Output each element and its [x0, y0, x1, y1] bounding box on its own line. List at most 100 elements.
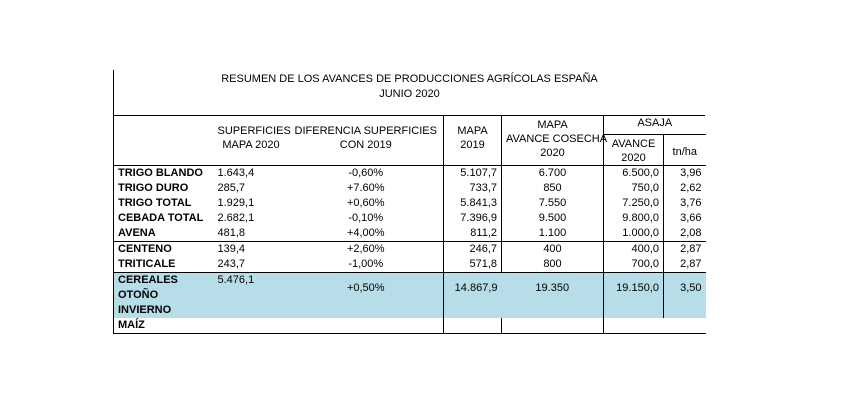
summary-sheet: RESUMEN DE LOS AVANCES DE PRODUCCIONES A…	[113, 70, 706, 334]
empty-cell	[664, 318, 706, 334]
empty-cell	[214, 288, 289, 303]
header-empty-cell	[113, 116, 214, 165]
header-tnha: tn/ha	[662, 134, 706, 165]
row-diferencia: +2,60%	[346, 243, 385, 255]
row-avance: 400	[501, 241, 604, 257]
row-mapa2019: 571,8	[443, 256, 502, 272]
row-asaja: 7.250,0	[603, 195, 664, 211]
report-subtitle: JUNIO 2020	[379, 88, 440, 100]
cereales-row: INVIERNO	[113, 302, 706, 318]
header-diferencia: DIFERENCIA SUPERFICIES CON 2019	[289, 116, 444, 165]
row-tnha: 2,62	[662, 180, 706, 196]
row-asaja: 9.800,0	[603, 210, 664, 226]
row-name: TRIGO TOTAL	[113, 195, 214, 211]
row-mapa2019: 733,7	[443, 180, 502, 196]
row-superficie: 1.929,1	[217, 197, 255, 209]
row-avance: 9.500	[501, 210, 604, 226]
row-superficie: 1.643,4	[217, 167, 255, 179]
header-superficies-l1: SUPERFICIES	[217, 125, 291, 137]
row-tnha: 3,96	[662, 165, 706, 181]
header-asaja-avance-l2: 2020	[621, 151, 646, 164]
production-table: SUPERFICIES MAPA 2020 DIFERENCIA SUPERFI…	[113, 116, 706, 334]
table-row: AVENA 481,8 +4,00% 811,2 1.100 1.000,0 2…	[113, 225, 706, 241]
row-diferencia: +4,00%	[346, 227, 385, 239]
row-diferencia: -1,00%	[348, 258, 384, 270]
row-name: TRIGO BLANDO	[113, 165, 214, 181]
cereales-name-l3: INVIERNO	[113, 302, 214, 318]
empty-cell	[443, 317, 502, 333]
row-superficie: 285,7	[217, 182, 246, 194]
cereales-superficie: 5.476,1	[217, 274, 255, 286]
row-tnha: 2,08	[662, 225, 706, 241]
row-name: CEBADA TOTAL	[113, 210, 214, 226]
row-name: TRIGO DURO	[113, 180, 214, 196]
row-avance: 6.700	[501, 165, 604, 181]
cereales-avance: 19.350	[535, 281, 570, 294]
row-avance: 800	[501, 256, 604, 272]
row-avance: 1.100	[501, 225, 604, 241]
report-title: RESUMEN DE LOS AVANCES DE PRODUCCIONES A…	[221, 73, 598, 85]
cereales-name-l1: CEREALES	[113, 272, 214, 288]
header-mapa2019-l1: MAPA	[457, 125, 488, 137]
header-mapa-avance-l2: AVANCE COSECHA	[506, 133, 608, 145]
maiz-name: MAÍZ	[113, 317, 214, 333]
row-diferencia: -0,10%	[348, 212, 384, 224]
empty-cell	[443, 302, 502, 318]
cereales-diferencia: +0,50%	[346, 281, 385, 294]
row-asaja: 400,0	[603, 241, 664, 257]
row-avance: 7.550	[501, 195, 604, 211]
cereales-mapa2019: 14.867,9	[443, 272, 502, 303]
row-asaja: 750,0	[603, 180, 664, 196]
title-block: RESUMEN DE LOS AVANCES DE PRODUCCIONES A…	[113, 70, 705, 116]
row-superficie: 139,4	[217, 243, 246, 255]
data-rows: TRIGO BLANDO 1.643,4 -0,60% 5.107,7 6.70…	[113, 165, 706, 334]
row-diferencia: -0,60%	[348, 167, 384, 179]
row-avance: 850	[501, 180, 604, 196]
row-tnha: 3,76	[662, 195, 706, 211]
row-asaja: 6.500,0	[603, 165, 664, 181]
empty-cell	[603, 302, 664, 318]
row-name: CENTENO	[113, 241, 214, 257]
header-mapa2019: MAPA 2019	[443, 116, 502, 165]
row-tnha: 3,66	[662, 210, 706, 226]
row-mapa2019: 811,2	[443, 225, 502, 241]
row-mapa2019: 246,7	[443, 241, 502, 257]
header-mapa-avance-l1: MAPA	[537, 119, 568, 131]
maiz-row: MAÍZ	[113, 317, 706, 334]
empty-cell	[214, 318, 289, 334]
row-tnha: 2,87	[662, 241, 706, 257]
empty-cell	[289, 303, 444, 318]
table-row: TRIGO TOTAL 1.929,1 +0,60% 5.841,3 7.550…	[113, 195, 706, 211]
empty-cell	[662, 302, 706, 318]
table-row: TRITICALE 243,7 -1,00% 571,8 800 700,0 2…	[113, 256, 706, 272]
header-asaja-avance: AVANCE 2020	[603, 134, 664, 165]
header-mapa-avance-l3: 2020	[540, 147, 565, 159]
cereales-asaja: 19.150,0	[603, 272, 664, 303]
empty-cell	[501, 317, 604, 333]
header-superficies-l2: MAPA 2020	[222, 139, 280, 151]
row-mapa2019: 7.396,9	[443, 210, 502, 226]
cereales-row: CEREALES 5.476,1 +0,50% 14.867,9 19.350 …	[113, 272, 706, 303]
empty-cell	[289, 318, 444, 334]
row-tnha: 2,87	[662, 256, 706, 272]
table-row: TRIGO BLANDO 1.643,4 -0,60% 5.107,7 6.70…	[113, 165, 706, 181]
empty-cell	[214, 303, 289, 318]
header-diferencia-l1: DIFERENCIA SUPERFICIES	[294, 125, 437, 137]
empty-cell	[603, 317, 664, 333]
row-diferencia: +7.60%	[346, 182, 385, 194]
row-superficie: 2.682,1	[217, 212, 255, 224]
empty-cell	[502, 303, 604, 318]
header-asaja-avance-l1: AVANCE	[611, 137, 656, 150]
header-superficies: SUPERFICIES MAPA 2020	[214, 116, 291, 165]
cereales-name-l2: OTOÑO	[113, 287, 214, 303]
header-diferencia-l2: CON 2019	[339, 139, 392, 151]
header-asaja: ASAJA	[602, 116, 706, 135]
table-row: CEBADA TOTAL 2.682,1 -0,10% 7.396,9 9.50…	[113, 210, 706, 226]
header-mapa-avance: MAPA AVANCE COSECHA 2020	[501, 116, 608, 165]
row-name: AVENA	[113, 225, 214, 241]
header-row-1: SUPERFICIES MAPA 2020 DIFERENCIA SUPERFI…	[113, 116, 706, 165]
row-diferencia: +0,60%	[346, 197, 385, 209]
table-row: TRIGO DURO 285,7 +7.60% 733,7 850 750,0 …	[113, 180, 706, 196]
row-mapa2019: 5.107,7	[443, 165, 502, 181]
row-name: TRITICALE	[113, 256, 214, 272]
